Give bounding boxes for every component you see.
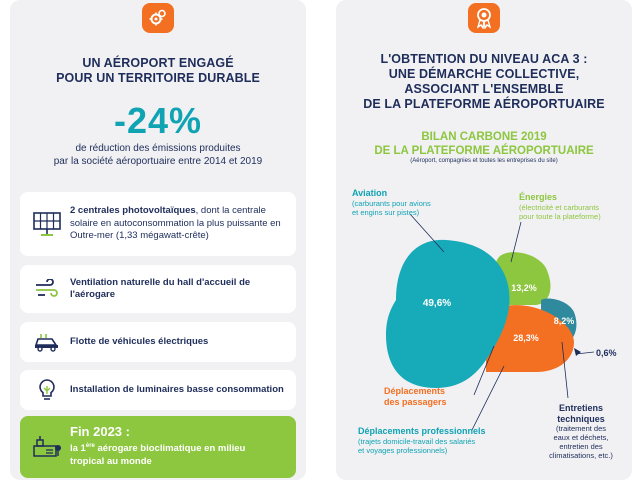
label-passagers-title: des passagers (384, 396, 447, 407)
final-title: Fin 2023 : (70, 423, 130, 439)
lighting-card: Installation de luminaires basse consomm… (20, 370, 296, 410)
left-heading: UN AÉROPORT ENGAGÉ POUR UN TERRITOIRE DU… (10, 56, 306, 86)
left-panel: UN AÉROPORT ENGAGÉ POUR UN TERRITOIRE DU… (10, 0, 306, 480)
ventilation-card: Ventilation naturelle du hall d'accueil … (20, 265, 296, 313)
solar-card-text: 2 centrales photovoltaïques, dont la cen… (64, 205, 286, 243)
solar-card-bold: 2 centrales photovoltaïques (70, 205, 196, 217)
right-heading: L'OBTENTION DU NIVEAU ACA 3 : UNE DÉMARC… (336, 52, 632, 112)
ventilation-card-bold: Ventilation naturelle du hall d'accueil … (70, 276, 251, 301)
emission-reduction-stat: -24% (113, 100, 203, 141)
aviation-leader (409, 213, 445, 253)
label-pro: Déplacements professionnels (trajets dom… (358, 426, 486, 455)
label-entretiens-title: Entretiens (558, 403, 603, 413)
gears-badge (142, 3, 174, 33)
lighting-card-bold: Installation de luminaires basse consomm… (70, 383, 284, 395)
label-pro-sub: et voyages professionnels) (358, 445, 448, 455)
vehicle-card-bold: Flotte de véhicules électriques (70, 335, 209, 347)
ventilation-card-text: Ventilation naturelle du hall d'accueil … (64, 277, 286, 302)
chart-subtitle: (Aéroport, compagnies et toutes les entr… (410, 158, 558, 164)
bioclimatic-card: Fin 2023 : la 1ère aérogare bioclimatiqu… (20, 416, 296, 478)
value-label-energies: 13,2% (511, 283, 537, 293)
final-sup: ère (85, 443, 95, 450)
wind-icon (36, 279, 58, 297)
heading-line: DE LA PLATEFORME AÉROPORTUAIRE (363, 97, 605, 111)
vehicle-card: Flotte de véhicules électriques (20, 322, 296, 362)
stat-description: de réduction des émissions produites par… (10, 142, 306, 168)
label-pro-sub: (trajets domicile-travail des salariés (358, 436, 476, 446)
pro-leader (471, 365, 505, 431)
label-entretiens: Entretiens techniques (traitement des ea… (546, 403, 616, 460)
label-aviation: Aviation (carburants pour avions et engi… (352, 188, 431, 217)
label-energies-sub: (électricité et carburants (519, 202, 600, 212)
pro-blob (574, 348, 581, 356)
aviation-blob (386, 239, 510, 388)
lighting-card-text: Installation de luminaires basse consomm… (64, 384, 284, 397)
chart-title: BILAN CARBONE 2019 DE LA PLATEFORME AÉRO… (336, 130, 632, 158)
value-label-pro: 0,6% (596, 348, 617, 358)
award-badge (468, 3, 500, 33)
small-leader (575, 351, 595, 355)
heading-line: UN AÉROPORT ENGAGÉ (82, 56, 234, 70)
label-entretiens-sub: (traitement des (555, 424, 607, 433)
energies-leader (510, 221, 522, 263)
label-energies-sub: pour toute la plateforme) (519, 211, 601, 221)
energies-blob (496, 252, 551, 305)
label-entretiens-sub: eaux et déchets, (553, 433, 609, 442)
value-label-passagers: 28,3% (513, 333, 539, 343)
carbon-chart: 49,6% 13,2% 28,3% 8,2% 0,6% (386, 213, 617, 431)
heading-line: UNE DÉMARCHE COLLECTIVE, (388, 67, 580, 81)
label-aviation-sub: et engins sur pistes) (352, 207, 420, 217)
value-label-aviation: 49,6% (423, 298, 451, 309)
label-passagers: Déplacements des passagers (384, 386, 447, 407)
label-energies-title: Énergies (519, 192, 558, 202)
right-panel: L'OBTENTION DU NIVEAU ACA 3 : UNE DÉMARC… (336, 0, 632, 480)
heading-line: L'OBTENTION DU NIVEAU ACA 3 : (380, 52, 588, 66)
solar-card: 2 centrales photovoltaïques, dont la cen… (20, 192, 296, 256)
entretiens-leader (561, 341, 569, 399)
label-pro-title: Déplacements professionnels (358, 426, 486, 436)
electric-car-icon (34, 334, 58, 352)
heading-line: POUR UN TERRITOIRE DURABLE (56, 71, 260, 85)
chart-title-line: DE LA PLATEFORME AÉROPORTUAIRE (374, 145, 594, 157)
vehicle-card-text: Flotte de véhicules électriques (64, 336, 208, 349)
label-entretiens-sub: entretien des (559, 442, 603, 451)
final-line2: tropical au monde (70, 455, 152, 467)
solar-card-rest: , dont la centrale solaire en autoconsom… (70, 205, 281, 242)
chart-title-line: BILAN CARBONE 2019 (421, 131, 547, 143)
bioclimatic-card-text: Fin 2023 : la 1ère aérogare bioclimatiqu… (64, 423, 246, 469)
final-line1-suffix: aérogare bioclimatique en milieu (94, 443, 246, 455)
award-ribbon-icon (476, 8, 492, 29)
passagers-blob (486, 305, 574, 372)
solar-panel-icon (33, 212, 61, 236)
gears-icon (149, 9, 166, 26)
terminal-building-icon (33, 436, 61, 457)
label-passagers-title: Déplacements (384, 386, 446, 396)
stat-desc-line: de réduction des émissions produites (75, 143, 241, 154)
label-aviation-sub: (carburants pour avions (352, 198, 431, 208)
label-entretiens-sub: climatisations, etc.) (549, 451, 613, 460)
label-energies: Énergies (électricité et carburants pour… (519, 192, 601, 221)
passagers-leader (473, 345, 495, 396)
label-entretiens-title: techniques (557, 413, 605, 424)
heading-line: ASSOCIANT L'ENSEMBLE (404, 82, 564, 96)
label-aviation-title: Aviation (352, 188, 388, 198)
light-bulb-icon (39, 379, 55, 400)
stat-desc-line: par la société aéroportuaire entre 2014 … (53, 156, 263, 167)
final-line1-prefix: la 1 (70, 443, 86, 455)
value-label-entretiens: 8,2% (554, 316, 575, 326)
